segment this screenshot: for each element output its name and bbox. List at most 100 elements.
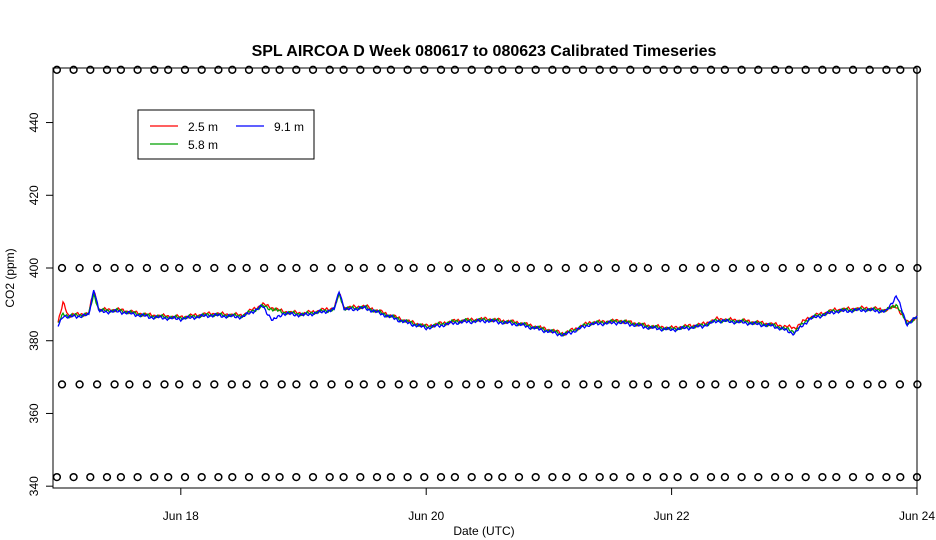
marker-point	[462, 380, 471, 389]
marker-point	[409, 263, 418, 273]
marker-point	[327, 380, 336, 389]
series-line-1	[57, 290, 918, 337]
marker-point	[746, 380, 755, 389]
marker-point	[259, 380, 269, 389]
marker-point	[261, 65, 270, 74]
marker-point	[562, 65, 571, 74]
marker-point	[52, 65, 62, 74]
marker-point	[356, 65, 365, 74]
marker-point	[409, 380, 418, 389]
marker-point	[801, 65, 810, 74]
marker-point	[845, 380, 855, 389]
marker-point	[377, 263, 386, 273]
marker-point	[760, 263, 770, 273]
marker-point	[102, 65, 112, 74]
marker-point	[308, 65, 318, 74]
marker-point	[92, 263, 102, 273]
marker-point	[275, 65, 284, 74]
marker-point	[210, 263, 219, 273]
marker-point	[720, 472, 730, 482]
marker-point	[895, 380, 905, 389]
marker-point	[626, 472, 635, 482]
marker-point	[261, 472, 270, 482]
marker-point	[476, 263, 486, 273]
marker-rows	[52, 65, 922, 482]
marker-point	[52, 472, 62, 482]
marker-point	[778, 380, 787, 389]
series-line-2	[57, 289, 918, 337]
marker-point	[327, 263, 336, 273]
y-tick-label: 420	[27, 185, 41, 205]
marker-point	[394, 380, 403, 389]
marker-point	[531, 65, 540, 74]
marker-point	[116, 472, 126, 482]
marker-point	[277, 380, 286, 389]
marker-point	[531, 472, 540, 482]
marker-point	[476, 380, 486, 389]
marker-point	[595, 65, 604, 74]
marker-point	[848, 65, 858, 74]
marker-point	[292, 472, 301, 482]
marker-point	[325, 472, 334, 482]
marker-point	[498, 65, 507, 74]
marker-point	[102, 472, 112, 482]
marker-point	[450, 472, 460, 482]
marker-point	[801, 472, 810, 482]
marker-point	[913, 380, 922, 389]
marker-point	[436, 472, 446, 482]
marker-point	[642, 472, 652, 482]
marker-point	[420, 472, 429, 482]
marker-point	[426, 380, 436, 389]
marker-point	[180, 472, 190, 482]
marker-point	[813, 263, 822, 273]
marker-point	[57, 380, 67, 389]
marker-point	[403, 65, 412, 74]
marker-point	[92, 380, 102, 389]
marker-point	[259, 263, 269, 273]
marker-point	[142, 263, 152, 273]
marker-point	[863, 380, 872, 389]
marker-point	[626, 65, 635, 74]
marker-point	[895, 263, 905, 273]
y-tick-label: 440	[27, 112, 41, 132]
marker-point	[394, 263, 403, 273]
marker-point	[526, 263, 535, 273]
marker-point	[796, 380, 805, 389]
marker-point	[372, 65, 382, 74]
x-tick-label: Jun 24	[899, 509, 935, 523]
marker-point	[882, 65, 891, 74]
marker-point	[359, 263, 368, 273]
marker-point	[643, 263, 653, 273]
y-tick-label: 360	[27, 403, 41, 423]
marker-point	[678, 263, 688, 273]
legend: 2.5 m 5.8 m 9.1 m	[137, 109, 315, 160]
marker-point	[784, 472, 794, 482]
marker-point	[818, 65, 827, 74]
marker-point	[325, 65, 334, 74]
marker-point	[832, 472, 841, 482]
marker-point	[467, 472, 476, 482]
marker-point	[896, 472, 905, 482]
marker-point	[878, 380, 887, 389]
marker-point	[192, 380, 201, 389]
marker-point	[444, 380, 453, 389]
marker-point	[339, 472, 348, 482]
marker-point	[484, 65, 493, 74]
marker-point	[494, 263, 503, 273]
marker-point	[228, 65, 237, 74]
marker-point	[244, 472, 254, 482]
marker-point	[175, 263, 184, 273]
legend-label: 5.8 m	[188, 138, 218, 152]
marker-point	[629, 380, 638, 389]
marker-point	[150, 65, 159, 74]
marker-point	[359, 380, 368, 389]
marker-point	[760, 380, 770, 389]
legend-label: 2.5 m	[188, 120, 218, 134]
marker-point	[611, 263, 620, 273]
marker-point	[609, 472, 618, 482]
marker-point	[828, 263, 837, 273]
marker-point	[175, 380, 184, 389]
y-tick-label: 380	[27, 330, 41, 350]
marker-point	[659, 472, 668, 482]
